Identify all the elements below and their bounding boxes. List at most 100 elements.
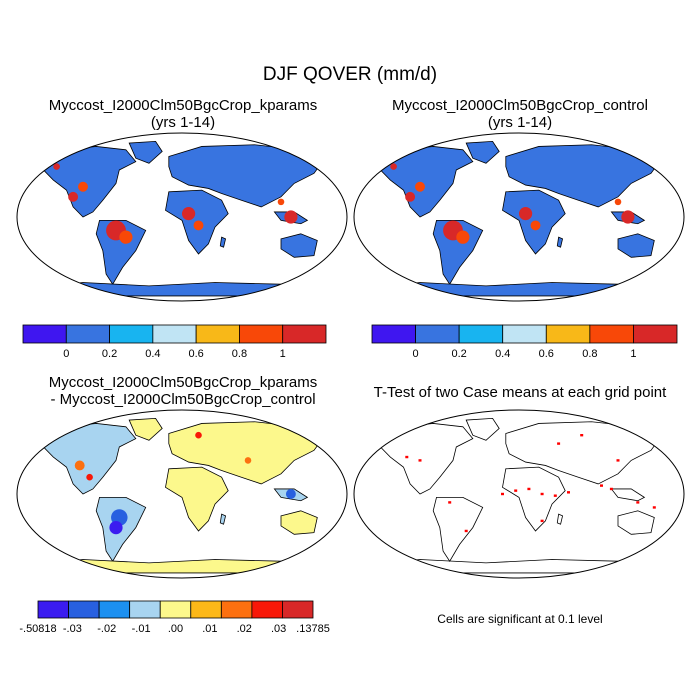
colorbar-swatch [190,600,222,619]
field-patch [195,431,202,439]
continent-seasia [610,488,646,502]
continent-greenland [465,140,500,164]
continent-namerica [39,146,137,218]
colorbar-tick-label: .13785 [296,623,330,635]
panel-4-title: T-Test of two Case means at each grid po… [373,384,667,401]
colorbar-tick-label: 0.4 [495,348,510,360]
field-patch [277,198,285,206]
colorbar-tick-label: 0.2 [451,348,466,360]
field-patch [405,191,416,202]
significant-cell [405,455,409,459]
field-patch [244,457,252,464]
panel-1-title-line1: Myccost_I2000Clm50BgcCrop_kparams [48,97,318,114]
figure-title: DJF QOVER (mm/d) [262,64,438,85]
colorbar-swatch [220,600,253,619]
map-panel-4 [353,409,685,579]
map-panel-1 [16,132,348,302]
significant-cell [464,529,468,533]
colorbar-tick-label: .02 [237,623,252,635]
continent-madagascar [219,513,227,525]
colorbar-tick-label: 1 [280,348,286,360]
continent-namerica [376,423,474,495]
colorbar-tick-label: 0 [413,348,419,360]
panel-1-title-line2: (yrs 1-14) [150,114,216,131]
continent-antarctica [32,559,332,574]
colorbar-tick-label: 0.8 [232,348,247,360]
colorbar-swatch [37,600,69,619]
colorbar-tick-label: 0 [63,348,69,360]
colorbar-swatch [633,324,678,344]
panel-2-title: Myccost_I2000Clm50BgcCrop_control (yrs 1… [355,97,685,131]
map-border [16,409,348,579]
continent-africa [502,466,566,532]
colorbar-swatch [68,600,100,619]
colorbar-swatch [98,600,131,619]
colorbar-tick-label: -.02 [97,623,116,635]
field-patch [193,220,204,231]
continent-australia [280,233,318,258]
continent-namerica [376,146,474,218]
colorbar-tick-label: .03 [271,623,286,635]
colorbar-swatch [282,600,314,619]
panel-2-title-line1: Myccost_I2000Clm50BgcCrop_control [392,97,648,114]
colorbar-swatch [65,324,110,344]
map-panel-2 [353,132,685,302]
significant-cell [600,484,603,487]
significant-cell [567,491,570,494]
panel-3-title-line1: Myccost_I2000Clm50BgcCrop_kparams [48,374,318,391]
field-patch [68,191,79,202]
field-patch [78,181,88,192]
field-patch [456,230,470,244]
significant-cell [616,459,620,462]
colorbar-1: 0 0.2 0.4 0.6 0.8 1 [22,324,327,360]
colorbar-tick-label: 0.6 [188,348,203,360]
field-patch [519,207,533,221]
colorbar-tick-label: 1 [630,348,636,360]
significant-cell [514,489,518,492]
field-patch [621,210,635,224]
colorbar-swatch [195,324,240,344]
field-patch [74,460,85,471]
colorbar-tick-label: -.01 [132,623,151,635]
field-patch [285,489,296,499]
significant-cell [553,494,557,497]
continent-namerica [39,423,137,495]
continent-australia [280,510,318,535]
panel-1-title: Myccost_I2000Clm50BgcCrop_kparams (yrs 1… [18,97,348,131]
panel-3-title: Myccost_I2000Clm50BgcCrop_kparams - Mycc… [18,374,348,408]
colorbar-3: -.50818 -.03 -.02 -.01 .00 .01 .02 .03 .13785 [19,600,330,635]
colorbar-tick-label: -.03 [63,623,82,635]
colorbar-2: 0 0.2 0.4 0.6 0.8 1 [371,324,678,360]
map-border [16,132,348,302]
significant-cell [609,487,613,491]
significant-cell [540,492,544,496]
colorbar-swatch [589,324,634,344]
continent-australia [617,510,655,535]
field-patch [390,163,397,170]
colorbar-tick-label: 0.4 [145,348,160,360]
continent-madagascar [219,236,227,248]
field-patch [614,198,622,206]
colorbar-tick-label: .00 [168,623,183,635]
continent-antarctica [369,282,669,297]
significant-cell [652,506,656,509]
significant-cell [636,501,640,504]
colorbar-swatch [502,324,547,344]
colorbar-swatch [22,324,67,344]
significant-cell [540,519,544,523]
colorbar-swatch [251,600,283,619]
significant-cell [557,442,561,445]
field-patch [284,210,298,224]
colorbar-swatch [239,324,284,344]
colorbar-tick-label: .01 [202,623,217,635]
colorbar-swatch [129,600,161,619]
continent-madagascar [556,513,564,525]
colorbar-swatch [109,324,154,344]
continent-antarctica [32,282,332,297]
field-patch [86,473,93,481]
field-patch [119,230,133,244]
colorbar-swatch [371,324,416,344]
map-land [32,140,332,297]
colorbar-tick-label: -.50818 [19,623,56,635]
